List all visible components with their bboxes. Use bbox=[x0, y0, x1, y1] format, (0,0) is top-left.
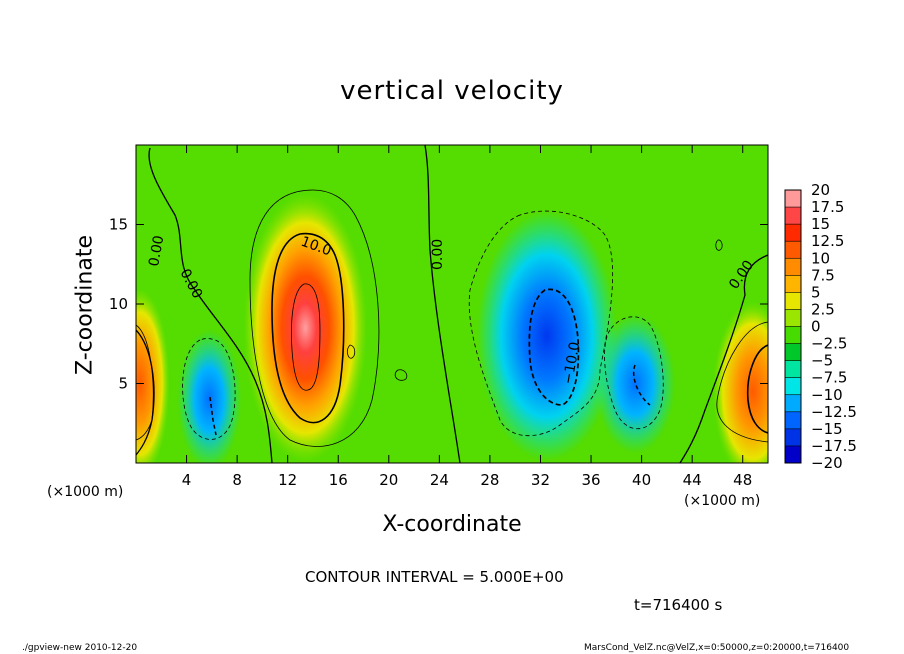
colorbar-label: 5 bbox=[811, 283, 821, 301]
colorbar-swatch bbox=[785, 326, 801, 345]
colorbar-label: 0 bbox=[811, 318, 821, 336]
x-tick-label: 44 bbox=[683, 471, 702, 489]
axis-ticks bbox=[136, 145, 768, 463]
y-tick-label: 5 bbox=[118, 375, 128, 393]
colorbar-swatch bbox=[785, 309, 801, 327]
contour-zero-left bbox=[148, 147, 273, 463]
contour-neg5-center bbox=[468, 210, 613, 437]
contour-5-right bbox=[716, 321, 768, 443]
colorbar-labels: 2017.51512.5107.552.50−2.5−5−7.5−10−12.5… bbox=[811, 181, 857, 472]
x-tick-label: 40 bbox=[632, 471, 651, 489]
colorbar-swatch bbox=[785, 258, 801, 276]
colorbar-swatch bbox=[785, 207, 801, 225]
x-tick-label: 16 bbox=[329, 471, 348, 489]
contour-5-left bbox=[136, 324, 154, 441]
contour-15-peak bbox=[291, 283, 321, 391]
colorbar-label: 2.5 bbox=[811, 300, 835, 318]
colorbar-swatch bbox=[785, 360, 801, 379]
time-label: t=716400 s bbox=[634, 596, 723, 614]
contour-neg10-left bbox=[209, 396, 217, 436]
x-tick-label: 36 bbox=[581, 471, 600, 489]
colorbar-swatch bbox=[785, 428, 801, 447]
colorbar-swatch bbox=[785, 292, 801, 310]
contour-small-loop-c bbox=[715, 239, 723, 251]
x-tick-label: 20 bbox=[379, 471, 398, 489]
colorbar-label: 10 bbox=[811, 249, 830, 267]
chart-title: vertical velocity bbox=[340, 76, 564, 106]
contour-label-4: 0.00 bbox=[430, 239, 446, 270]
colorbar-swatch bbox=[785, 224, 801, 242]
x-tick-label: 28 bbox=[480, 471, 499, 489]
contour-neg10-right bbox=[633, 364, 651, 406]
contour-label-5: −10.0 bbox=[560, 341, 583, 386]
colorbar-label: −2.5 bbox=[811, 335, 847, 353]
x-tick-label: 8 bbox=[232, 471, 242, 489]
x-axis-label: X-coordinate bbox=[382, 512, 522, 537]
colorbar-swatch bbox=[785, 445, 801, 464]
colorbar-label: −5 bbox=[811, 352, 833, 370]
colorbar-swatch bbox=[785, 394, 801, 413]
contour-zero-right bbox=[679, 254, 768, 463]
velocity-feature-downdraft bbox=[476, 210, 617, 461]
x-tick-label: 24 bbox=[430, 471, 449, 489]
contour-small-loop-a bbox=[346, 344, 356, 359]
colorbar-label: −10 bbox=[811, 386, 843, 404]
colorbar-swatch bbox=[785, 241, 801, 259]
contour-lines bbox=[136, 145, 768, 463]
colorbar-swatch bbox=[785, 343, 801, 362]
contour-10-peak bbox=[271, 232, 345, 424]
contour-small-loop-b bbox=[394, 369, 408, 381]
x-tick-label: 4 bbox=[182, 471, 192, 489]
colorbar-swatch bbox=[785, 411, 801, 430]
y-tick-label: 10 bbox=[109, 295, 128, 313]
colorbar-label: 12.5 bbox=[811, 232, 844, 250]
x-unit-label-right: (×1000 m) bbox=[684, 493, 761, 509]
colorbar bbox=[784, 189, 802, 464]
footer-source-left: ./gpview-new 2010-12-20 bbox=[22, 643, 138, 653]
contour-label-1: 0.00 bbox=[146, 234, 167, 267]
colorbar-label: −15 bbox=[811, 420, 843, 438]
colorbar-label: 20 bbox=[811, 181, 830, 199]
contour-neg5-right bbox=[604, 316, 664, 429]
colorbar-swatch bbox=[785, 275, 801, 293]
contour-interval-note: CONTOUR INTERVAL = 5.000E+00 bbox=[305, 568, 564, 586]
colorbar-swatch bbox=[785, 190, 801, 208]
colorbar-label: −17.5 bbox=[811, 437, 857, 455]
velocity-field: 0.00 0.00 10.0 0.00 −10.0 0.00 bbox=[136, 145, 768, 463]
x-unit-label-left: (×1000 m) bbox=[47, 484, 124, 500]
contour-neg10-center bbox=[528, 288, 580, 406]
colorbar-swatch bbox=[785, 377, 801, 396]
colorbar-label: −7.5 bbox=[811, 369, 847, 387]
colorbar-label: −20 bbox=[811, 454, 843, 472]
colorbar-label: 15 bbox=[811, 215, 830, 233]
contour-neg5-left bbox=[182, 338, 236, 440]
colorbar-label: 7.5 bbox=[811, 266, 835, 284]
colorbar-label: −12.5 bbox=[811, 403, 857, 421]
contour-5-peak bbox=[249, 189, 380, 447]
x-tick-label: 48 bbox=[733, 471, 752, 489]
footer-source-right: MarsCond_VelZ.nc@VelZ,x=0:50000,z=0:2000… bbox=[584, 643, 850, 653]
contour-10-right bbox=[746, 344, 768, 434]
velocity-feature-downdraft bbox=[177, 329, 242, 463]
y-tick-label: 15 bbox=[109, 216, 128, 234]
colorbar-label: 17.5 bbox=[811, 198, 844, 216]
x-tick-label: 32 bbox=[531, 471, 550, 489]
contour-zero-mid bbox=[424, 145, 461, 463]
x-tick-label: 12 bbox=[278, 471, 297, 489]
